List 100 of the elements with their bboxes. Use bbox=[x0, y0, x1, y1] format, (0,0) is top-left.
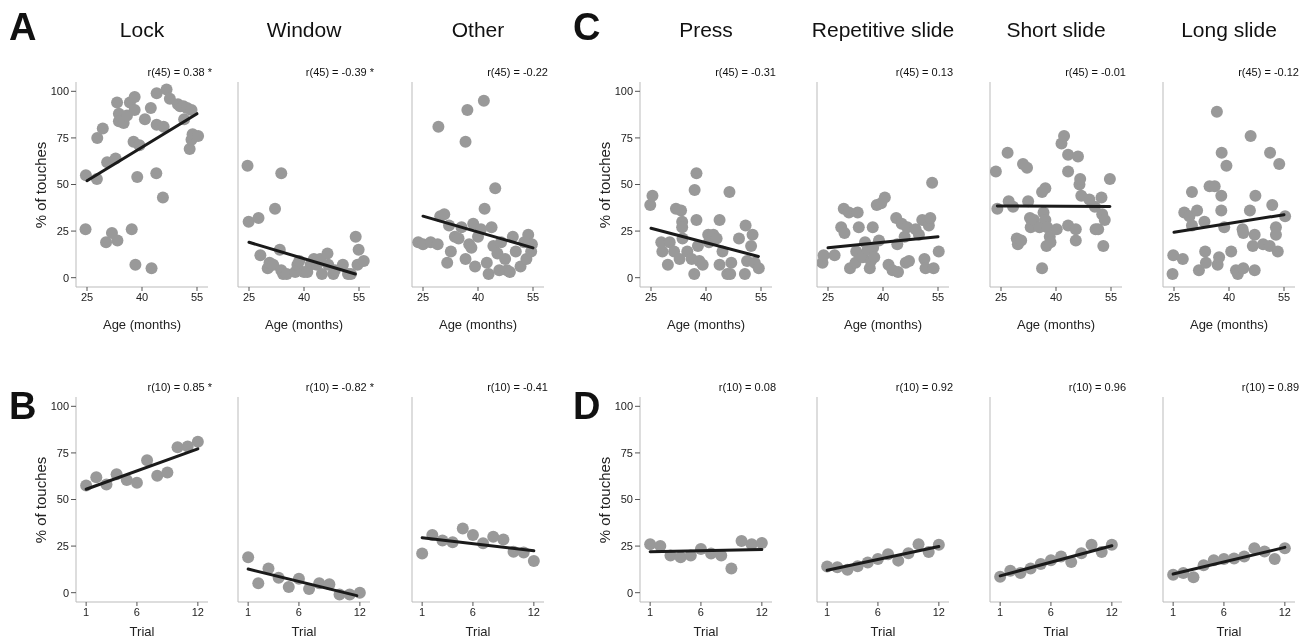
chart-title: Short slide bbox=[1006, 18, 1106, 42]
x-tick-label: 6 bbox=[1220, 605, 1227, 618]
x-tick-label: 25 bbox=[80, 290, 94, 303]
x-axis-title: Age (months) bbox=[264, 317, 344, 332]
text: r(45) = -0.39 * bbox=[305, 66, 374, 78]
text: r(10) = -0.41 bbox=[487, 381, 548, 393]
x-tick-label: 6 bbox=[1047, 605, 1054, 618]
x-tick-label: 12 bbox=[527, 605, 540, 618]
x-tick-label: 55 bbox=[190, 290, 204, 303]
x-tick-label: 55 bbox=[1277, 290, 1291, 303]
text: C bbox=[573, 6, 601, 48]
y-tick-label: 50 bbox=[56, 178, 69, 191]
x-axis-title: Trial bbox=[693, 624, 719, 639]
x-tick-label: 1 bbox=[1170, 605, 1177, 618]
x-tick-label: 25 bbox=[1167, 290, 1181, 303]
x-tick-label: 6 bbox=[697, 605, 704, 618]
x-tick-label: 6 bbox=[295, 605, 302, 618]
x-axis-title: Trial bbox=[465, 624, 491, 639]
y-tick-label: 75 bbox=[620, 446, 633, 459]
text: r(10) = 0.85 * bbox=[147, 381, 212, 393]
y-tick-label: 50 bbox=[620, 493, 633, 506]
x-axis-title: Age (months) bbox=[102, 317, 182, 332]
x-tick-label: 1 bbox=[419, 605, 426, 618]
x-tick-label: 40 bbox=[1222, 290, 1236, 303]
x-tick-label: 1 bbox=[824, 605, 831, 618]
text: r(10) = 0.08 bbox=[718, 381, 776, 393]
x-tick-label: 1 bbox=[997, 605, 1004, 618]
y-tick-label: 25 bbox=[56, 225, 69, 237]
x-axis-title: Age (months) bbox=[843, 317, 923, 332]
y-axis-title: % of touches bbox=[595, 141, 613, 228]
x-tick-label: 25 bbox=[416, 290, 430, 303]
y-tick-label: 100 bbox=[50, 85, 69, 98]
y-axis-title: % of touches bbox=[31, 141, 49, 228]
chart-title: Press bbox=[679, 18, 733, 42]
x-tick-label: 55 bbox=[1104, 290, 1118, 303]
y-tick-label: 25 bbox=[56, 540, 69, 552]
x-tick-label: 12 bbox=[1105, 605, 1118, 618]
text: A bbox=[9, 6, 37, 48]
text: D bbox=[573, 385, 601, 427]
x-axis-title: Trial bbox=[1043, 624, 1069, 639]
y-tick-label: 75 bbox=[56, 131, 69, 144]
chart-title: Window bbox=[266, 18, 342, 42]
x-tick-label: 55 bbox=[526, 290, 540, 303]
x-axis-title: Trial bbox=[1216, 624, 1242, 639]
x-tick-label: 55 bbox=[754, 290, 768, 303]
chart-title: Other bbox=[451, 18, 505, 42]
x-axis-title: Age (months) bbox=[1016, 317, 1096, 332]
x-tick-label: 12 bbox=[353, 605, 366, 618]
text: r(10) = 0.96 bbox=[1068, 381, 1126, 393]
y-tick-label: 25 bbox=[620, 225, 633, 237]
y-tick-label: 100 bbox=[614, 85, 633, 98]
x-tick-label: 6 bbox=[874, 605, 881, 618]
text: B bbox=[9, 385, 37, 427]
x-tick-label: 40 bbox=[297, 290, 311, 303]
text: r(45) = -0.01 bbox=[1065, 66, 1126, 78]
x-tick-label: 6 bbox=[133, 605, 140, 618]
y-tick-label: 100 bbox=[50, 400, 69, 413]
x-axis-title: Age (months) bbox=[666, 317, 746, 332]
x-tick-label: 25 bbox=[994, 290, 1008, 303]
text: r(10) = 0.89 bbox=[1241, 381, 1299, 393]
x-tick-label: 12 bbox=[1278, 605, 1291, 618]
x-tick-label: 55 bbox=[931, 290, 945, 303]
chart-title: Repetitive slide bbox=[811, 18, 955, 42]
x-tick-label: 40 bbox=[876, 290, 890, 303]
x-tick-label: 40 bbox=[1049, 290, 1063, 303]
y-tick-label: 100 bbox=[614, 400, 633, 413]
y-tick-label: 50 bbox=[56, 493, 69, 506]
chart-title: Long slide bbox=[1181, 18, 1277, 42]
x-axis-title: Trial bbox=[291, 624, 317, 639]
text: r(10) = -0.82 * bbox=[305, 381, 374, 393]
x-tick-label: 25 bbox=[821, 290, 835, 303]
x-tick-label: 6 bbox=[469, 605, 476, 618]
x-tick-label: 25 bbox=[242, 290, 256, 303]
x-tick-label: 55 bbox=[352, 290, 366, 303]
x-tick-label: 25 bbox=[644, 290, 658, 303]
y-axis-title: % of touches bbox=[595, 456, 613, 543]
x-tick-label: 12 bbox=[755, 605, 768, 618]
text: r(45) = -0.22 bbox=[487, 66, 548, 78]
y-tick-label: 0 bbox=[62, 271, 69, 284]
x-tick-label: 1 bbox=[83, 605, 90, 618]
y-tick-label: 25 bbox=[620, 540, 633, 552]
x-axis-title: Trial bbox=[129, 624, 155, 639]
y-tick-label: 0 bbox=[62, 586, 69, 599]
y-tick-label: 75 bbox=[56, 446, 69, 459]
y-tick-label: 0 bbox=[626, 586, 633, 599]
x-tick-label: 40 bbox=[135, 290, 149, 303]
x-tick-label: 40 bbox=[471, 290, 485, 303]
chart-title: Lock bbox=[119, 18, 165, 42]
text: r(45) = -0.12 bbox=[1238, 66, 1299, 78]
x-tick-label: 1 bbox=[245, 605, 252, 618]
x-tick-label: 40 bbox=[699, 290, 713, 303]
x-tick-label: 12 bbox=[191, 605, 204, 618]
y-tick-label: 75 bbox=[620, 131, 633, 144]
x-tick-label: 1 bbox=[647, 605, 654, 618]
y-tick-label: 50 bbox=[620, 178, 633, 191]
text: r(45) = -0.31 bbox=[715, 66, 776, 78]
x-axis-title: Trial bbox=[870, 624, 896, 639]
y-tick-label: 0 bbox=[626, 271, 633, 284]
text: r(45) = 0.13 bbox=[895, 66, 953, 78]
x-tick-label: 12 bbox=[932, 605, 945, 618]
